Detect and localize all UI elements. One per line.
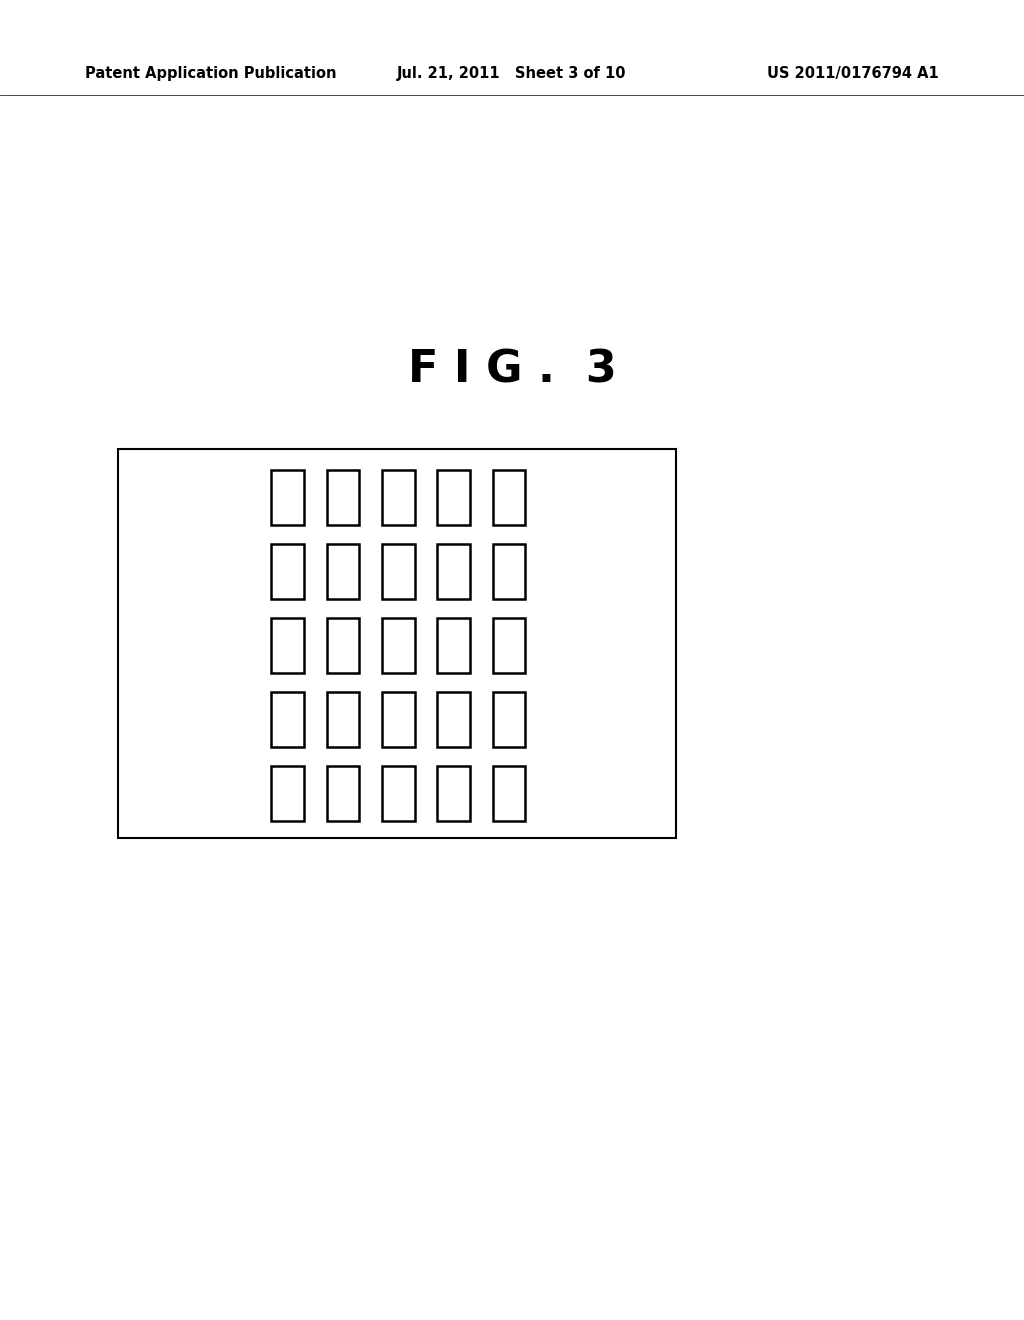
Text: F I G .  3: F I G . 3: [408, 348, 616, 391]
Bar: [437, 766, 470, 821]
Bar: [437, 470, 470, 525]
Bar: [327, 766, 359, 821]
Text: US 2011/0176794 A1: US 2011/0176794 A1: [767, 66, 939, 82]
Bar: [493, 544, 525, 599]
Bar: [271, 692, 304, 747]
Bar: [327, 470, 359, 525]
Bar: [271, 544, 304, 599]
Bar: [493, 766, 525, 821]
Bar: [271, 618, 304, 673]
Bar: [271, 766, 304, 821]
Bar: [382, 618, 415, 673]
Text: Jul. 21, 2011   Sheet 3 of 10: Jul. 21, 2011 Sheet 3 of 10: [397, 66, 627, 82]
Bar: [437, 692, 470, 747]
Bar: [271, 470, 304, 525]
Bar: [493, 618, 525, 673]
Bar: [382, 544, 415, 599]
Bar: [327, 544, 359, 599]
Bar: [118, 449, 676, 838]
Bar: [382, 692, 415, 747]
Bar: [493, 470, 525, 525]
Text: Patent Application Publication: Patent Application Publication: [85, 66, 337, 82]
Bar: [493, 692, 525, 747]
Bar: [382, 470, 415, 525]
Bar: [327, 618, 359, 673]
Bar: [437, 618, 470, 673]
Bar: [327, 692, 359, 747]
Bar: [382, 766, 415, 821]
Bar: [437, 544, 470, 599]
